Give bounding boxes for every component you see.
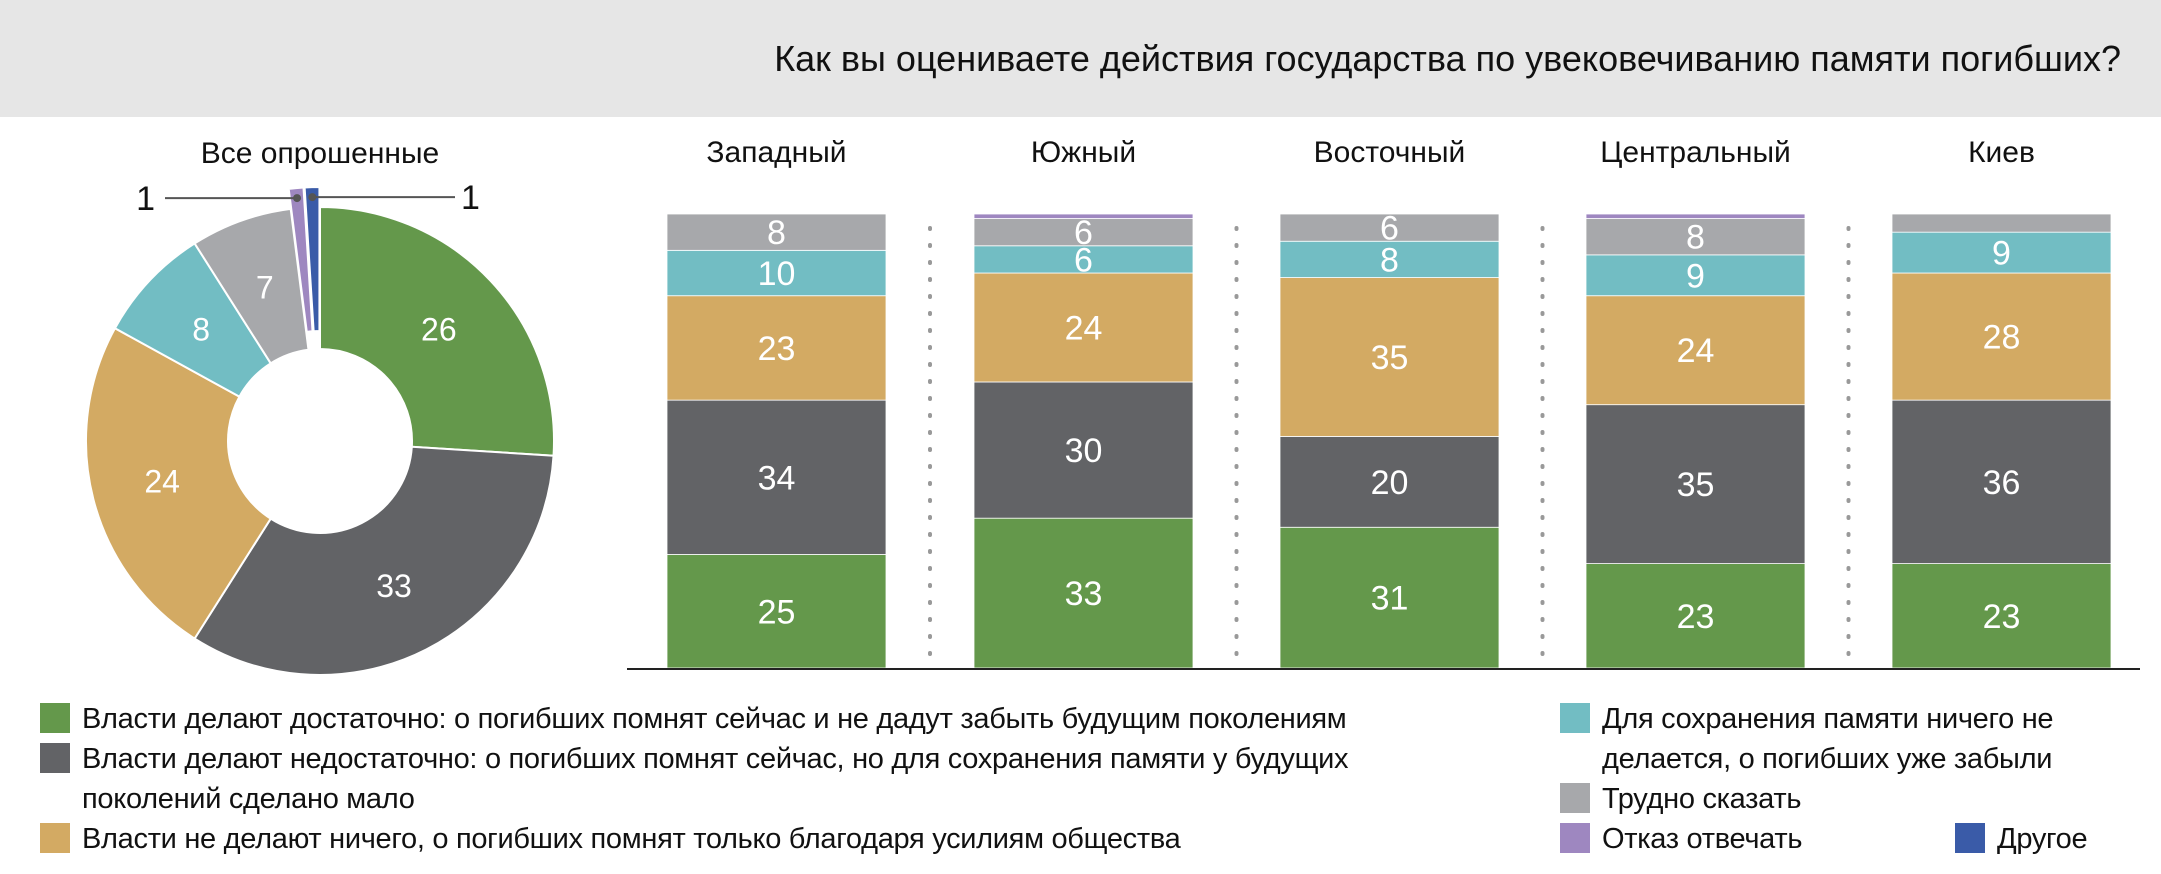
bar-data-label: 23 [1983, 598, 2021, 636]
legend-label: делается, о погибших уже забыли [1602, 743, 2053, 775]
bar-data-label: 8 [1686, 219, 1705, 257]
bar-segment [1891, 231, 2112, 274]
bar-data-label: 36 [1983, 464, 2021, 502]
bar-segment [973, 218, 1194, 247]
category-label: Центральный [1600, 136, 1791, 169]
bar-segment [666, 213, 887, 251]
donut-slice [193, 445, 555, 676]
legend-item-forgotten: Для сохранения памяти ничего не [1560, 699, 2054, 739]
donut-data-label: 8 [192, 311, 210, 347]
legend-item-refused: Отказ отвечать [1560, 819, 1802, 859]
header-band: Как вы оцениваете действия государства п… [0, 0, 2161, 117]
category-label: Киев [1968, 136, 2035, 169]
legend-item-not-enough-cont: поколений сделано мало [82, 779, 415, 819]
legend-label: поколений сделано мало [82, 783, 415, 815]
bar-data-label: 9 [1992, 235, 2011, 273]
donut-data-label: 7 [256, 270, 274, 306]
legend-swatch [40, 823, 70, 853]
legend-label: Трудно сказать [1602, 783, 1802, 815]
bar-segment [973, 517, 1194, 669]
bar-segment [1585, 295, 1806, 406]
bar-data-label: 24 [1065, 310, 1103, 348]
bar-data-label: 6 [1074, 214, 1093, 252]
legend-item-nothing: Власти не делают ничего, о погибших помн… [40, 819, 1181, 859]
bar-data-label: 30 [1065, 432, 1103, 470]
bar-data-label: 25 [758, 593, 796, 631]
legend-label: Другое [1997, 823, 2088, 855]
leader-dot [308, 193, 317, 202]
bar-data-label: 34 [758, 459, 796, 497]
category-label: Западный [706, 136, 846, 169]
bar-segment [973, 272, 1194, 383]
legend-swatch [1560, 783, 1590, 813]
category-label: Южный [1031, 136, 1136, 169]
donut-title: Все опрошенные [201, 137, 439, 170]
bar-segment [666, 554, 887, 669]
bar-segment [1891, 563, 2112, 669]
bar-data-label: 6 [1380, 210, 1399, 248]
bar-segment [1891, 272, 2112, 401]
legend-item-enough: Власти делают достаточно: о погибших пом… [40, 699, 1347, 739]
bar-data-label: 35 [1371, 339, 1409, 377]
bar-segment [666, 399, 887, 555]
legend-swatch [1955, 823, 1985, 853]
bar-data-label: 20 [1371, 464, 1409, 502]
bar-data-label: 35 [1677, 466, 1715, 504]
bar-segment [973, 381, 1194, 519]
legend-swatch [40, 703, 70, 733]
bar-segment [1279, 436, 1500, 528]
legend-swatch [40, 743, 70, 773]
chart-title: Как вы оцениваете действия государства п… [774, 38, 2121, 79]
legend-item-forgotten-cont: делается, о погибших уже забыли [1602, 739, 2052, 779]
legend-swatch [1560, 823, 1590, 853]
leader-dot [293, 194, 302, 203]
bar-data-label: 10 [758, 255, 796, 293]
bar-segment [1585, 213, 1806, 219]
donut-data-label: 1 [136, 180, 155, 218]
bar-segment [973, 213, 1194, 219]
legend-label: Отказ отвечать [1602, 823, 1803, 855]
donut-slice [319, 205, 555, 457]
bar-data-label: 9 [1686, 257, 1705, 295]
legend-label: Власти не делают ничего, о погибших помн… [82, 823, 1181, 855]
bar-segment [973, 245, 1194, 274]
legend-label: Для сохранения памяти ничего не [1602, 703, 2054, 735]
legend-item-other: Другое [1955, 819, 2088, 859]
bar-segment [1279, 240, 1500, 278]
bar-data-label: 8 [1380, 241, 1399, 279]
category-label: Восточный [1314, 136, 1466, 169]
donut-data-label: 1 [461, 179, 480, 217]
bar-segment [1585, 254, 1806, 297]
donut-data-label: 26 [421, 311, 457, 347]
bar-data-label: 8 [767, 214, 786, 252]
donut-data-label: 24 [144, 464, 180, 500]
bar-segment [1891, 213, 2112, 233]
bar-data-label: 31 [1371, 580, 1409, 618]
donut-data-label: 33 [376, 568, 412, 604]
bar-data-label: 28 [1983, 319, 2021, 357]
legend-item-not-enough: Власти делают недостаточно: о погибших п… [40, 739, 1349, 779]
bar-data-label: 23 [758, 330, 796, 368]
donut-slice [303, 186, 321, 333]
legend-label: Власти делают недостаточно: о погибших п… [82, 743, 1349, 775]
donut-slice [85, 326, 273, 640]
bar-segment [1585, 404, 1806, 564]
bar-segment [1585, 563, 1806, 669]
bar-data-label: 24 [1677, 332, 1715, 370]
bar-segment [666, 295, 887, 401]
legend-swatch [1560, 703, 1590, 733]
bar-data-label: 6 [1074, 241, 1093, 279]
bar-data-label: 23 [1677, 598, 1715, 636]
legend-item-hard-to-say: Трудно сказать [1560, 779, 1801, 819]
legend-label: Власти делают достаточно: о погибших пом… [82, 703, 1347, 735]
bar-segment [1279, 213, 1500, 242]
bar-data-label: 33 [1065, 575, 1103, 613]
donut-slice [287, 186, 314, 333]
bar-segment [1279, 526, 1500, 669]
bar-segment [1279, 277, 1500, 437]
